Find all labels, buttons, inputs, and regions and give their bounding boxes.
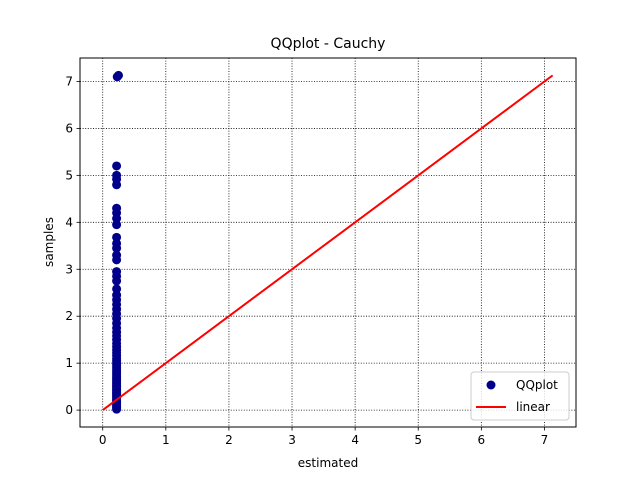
plot-data: [102, 70, 554, 414]
qqplot-point: [112, 161, 122, 171]
x-axis-label: estimated: [298, 456, 358, 470]
linear-reference-line: [102, 74, 554, 411]
x-tick-label: 2: [225, 433, 233, 447]
y-tick-label: 5: [65, 168, 73, 182]
legend: QQplot linear: [470, 371, 570, 421]
grid-lines: [80, 58, 576, 427]
y-tick-label: 1: [65, 356, 73, 370]
x-tick-label: 0: [99, 433, 107, 447]
plot-frame: [79, 57, 577, 428]
x-tick-label: 6: [478, 433, 486, 447]
qqplot-point: [112, 250, 122, 260]
x-tick-label: 7: [541, 433, 549, 447]
chart-title: QQplot - Cauchy: [271, 36, 386, 52]
x-tick-label: 1: [162, 433, 170, 447]
qqplot-point: [112, 232, 122, 242]
y-tick-label: 7: [65, 74, 73, 88]
x-tick-label: 3: [288, 433, 296, 447]
y-tick-label: 2: [65, 309, 73, 323]
axis-ticks: 0 1 2 3 4 5 6 7 0 1 2 3 4 5 6 7: [65, 74, 548, 447]
x-tick-label: 4: [351, 433, 359, 447]
qqplot-point: [113, 70, 123, 80]
legend-label-qqplot: QQplot: [516, 378, 558, 392]
y-tick-label: 4: [65, 215, 73, 229]
y-tick-label: 0: [65, 403, 73, 417]
qqplot-point: [112, 284, 122, 294]
y-tick-label: 3: [65, 262, 73, 276]
y-axis-label: samples: [42, 217, 56, 267]
x-tick-label: 5: [414, 433, 422, 447]
qqplot-point: [112, 203, 122, 213]
legend-label-linear: linear: [516, 400, 550, 414]
legend-marker-qqplot: [486, 380, 496, 390]
qqplot-point: [112, 170, 122, 180]
qqplot-point: [112, 267, 122, 277]
y-tick-label: 6: [65, 121, 73, 135]
